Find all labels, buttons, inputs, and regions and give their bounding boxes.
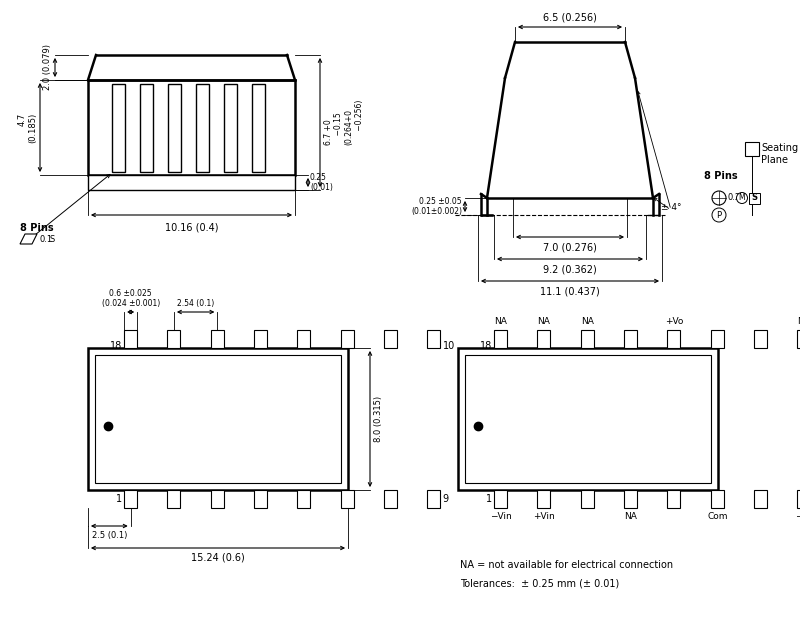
Bar <box>711 490 724 508</box>
Text: Com: Com <box>707 512 727 521</box>
Bar <box>494 330 507 348</box>
Text: 8.0 (0.315): 8.0 (0.315) <box>374 396 383 442</box>
Bar <box>196 84 209 172</box>
Bar <box>124 330 137 348</box>
Bar <box>252 84 265 172</box>
Bar <box>798 490 800 508</box>
Bar <box>624 330 637 348</box>
Text: NA: NA <box>798 317 800 326</box>
Text: 10.16 (0.4): 10.16 (0.4) <box>165 222 218 232</box>
Text: 18: 18 <box>110 341 122 351</box>
Text: NA: NA <box>538 317 550 326</box>
Bar <box>140 84 153 172</box>
Text: P: P <box>717 210 722 220</box>
Bar <box>168 84 181 172</box>
Text: Seating
Plane: Seating Plane <box>761 143 798 164</box>
Bar <box>88 175 295 190</box>
Text: 8 Pins: 8 Pins <box>20 223 54 233</box>
Text: 0.6 ±0.025
(0.024 ±0.001): 0.6 ±0.025 (0.024 ±0.001) <box>102 289 160 308</box>
Text: 0.25 ±0.05
(0.01±0.002): 0.25 ±0.05 (0.01±0.002) <box>411 197 462 216</box>
Bar <box>254 330 267 348</box>
Text: 9.2 (0.362): 9.2 (0.362) <box>543 264 597 274</box>
Bar <box>427 490 441 508</box>
Bar <box>167 330 181 348</box>
Bar <box>384 330 397 348</box>
Bar <box>211 330 224 348</box>
Bar <box>754 490 767 508</box>
Bar <box>88 348 348 490</box>
Bar <box>745 142 759 156</box>
Text: M: M <box>738 194 746 203</box>
Bar <box>298 490 310 508</box>
Text: +Vin: +Vin <box>533 512 555 521</box>
Text: 2.5 (0.1): 2.5 (0.1) <box>92 531 127 540</box>
Text: 1: 1 <box>116 494 122 504</box>
Text: 4.7
(0.185): 4.7 (0.185) <box>18 112 37 143</box>
Text: 15.24 (0.6): 15.24 (0.6) <box>191 553 245 563</box>
Bar <box>167 490 181 508</box>
Bar <box>112 84 125 172</box>
Text: −Vo: −Vo <box>794 512 800 521</box>
Text: 2.0 (0.079): 2.0 (0.079) <box>43 45 52 90</box>
Bar <box>224 84 237 172</box>
Bar <box>798 330 800 348</box>
Text: NA: NA <box>624 512 637 521</box>
Text: 18: 18 <box>480 341 492 351</box>
Text: Tolerances:  ± 0.25 mm (± 0.01): Tolerances: ± 0.25 mm (± 0.01) <box>460 578 619 588</box>
Text: 0.2: 0.2 <box>728 194 741 203</box>
Bar <box>581 330 594 348</box>
Bar <box>458 348 718 490</box>
Bar <box>754 330 767 348</box>
Text: 6.5 (0.256): 6.5 (0.256) <box>543 13 597 23</box>
Bar <box>465 355 711 483</box>
Bar <box>384 490 397 508</box>
Text: NA: NA <box>494 317 507 326</box>
Bar <box>581 490 594 508</box>
Bar <box>624 490 637 508</box>
Bar <box>341 490 354 508</box>
Text: 8 Pins: 8 Pins <box>704 171 738 181</box>
Text: S: S <box>751 194 758 203</box>
Bar <box>667 330 681 348</box>
Text: 9: 9 <box>442 494 449 504</box>
Bar <box>427 330 441 348</box>
Bar <box>749 192 760 203</box>
Bar <box>95 355 341 483</box>
Bar <box>88 80 295 175</box>
Text: S: S <box>749 144 755 154</box>
Bar <box>538 330 550 348</box>
Bar <box>298 330 310 348</box>
Text: S: S <box>50 234 55 243</box>
Text: +Vo: +Vo <box>665 317 683 326</box>
Bar <box>124 490 137 508</box>
Text: 11.1 (0.437): 11.1 (0.437) <box>540 286 600 296</box>
Bar <box>341 330 354 348</box>
Bar <box>667 490 681 508</box>
Text: −Vin: −Vin <box>490 512 511 521</box>
Text: 1: 1 <box>486 494 492 504</box>
Bar <box>211 490 224 508</box>
Circle shape <box>737 192 747 203</box>
Text: 2.54 (0.1): 2.54 (0.1) <box>177 299 214 308</box>
Text: 7.0 (0.276): 7.0 (0.276) <box>543 242 597 252</box>
Text: ± 4°: ± 4° <box>661 203 682 211</box>
Polygon shape <box>20 234 37 244</box>
Bar <box>538 490 550 508</box>
Text: 10: 10 <box>442 341 454 351</box>
Bar <box>494 490 507 508</box>
Bar <box>711 330 724 348</box>
Text: 0.25
(0.01): 0.25 (0.01) <box>310 173 333 192</box>
Circle shape <box>712 191 726 205</box>
Text: 0.1: 0.1 <box>40 234 53 243</box>
Text: 6.7 +0
    −0.15
(0.264+0
      −0.256): 6.7 +0 −0.15 (0.264+0 −0.256) <box>324 100 364 145</box>
Bar <box>254 490 267 508</box>
Text: NA = not available for electrical connection: NA = not available for electrical connec… <box>460 560 673 570</box>
Text: NA: NA <box>581 317 594 326</box>
Circle shape <box>712 208 726 222</box>
